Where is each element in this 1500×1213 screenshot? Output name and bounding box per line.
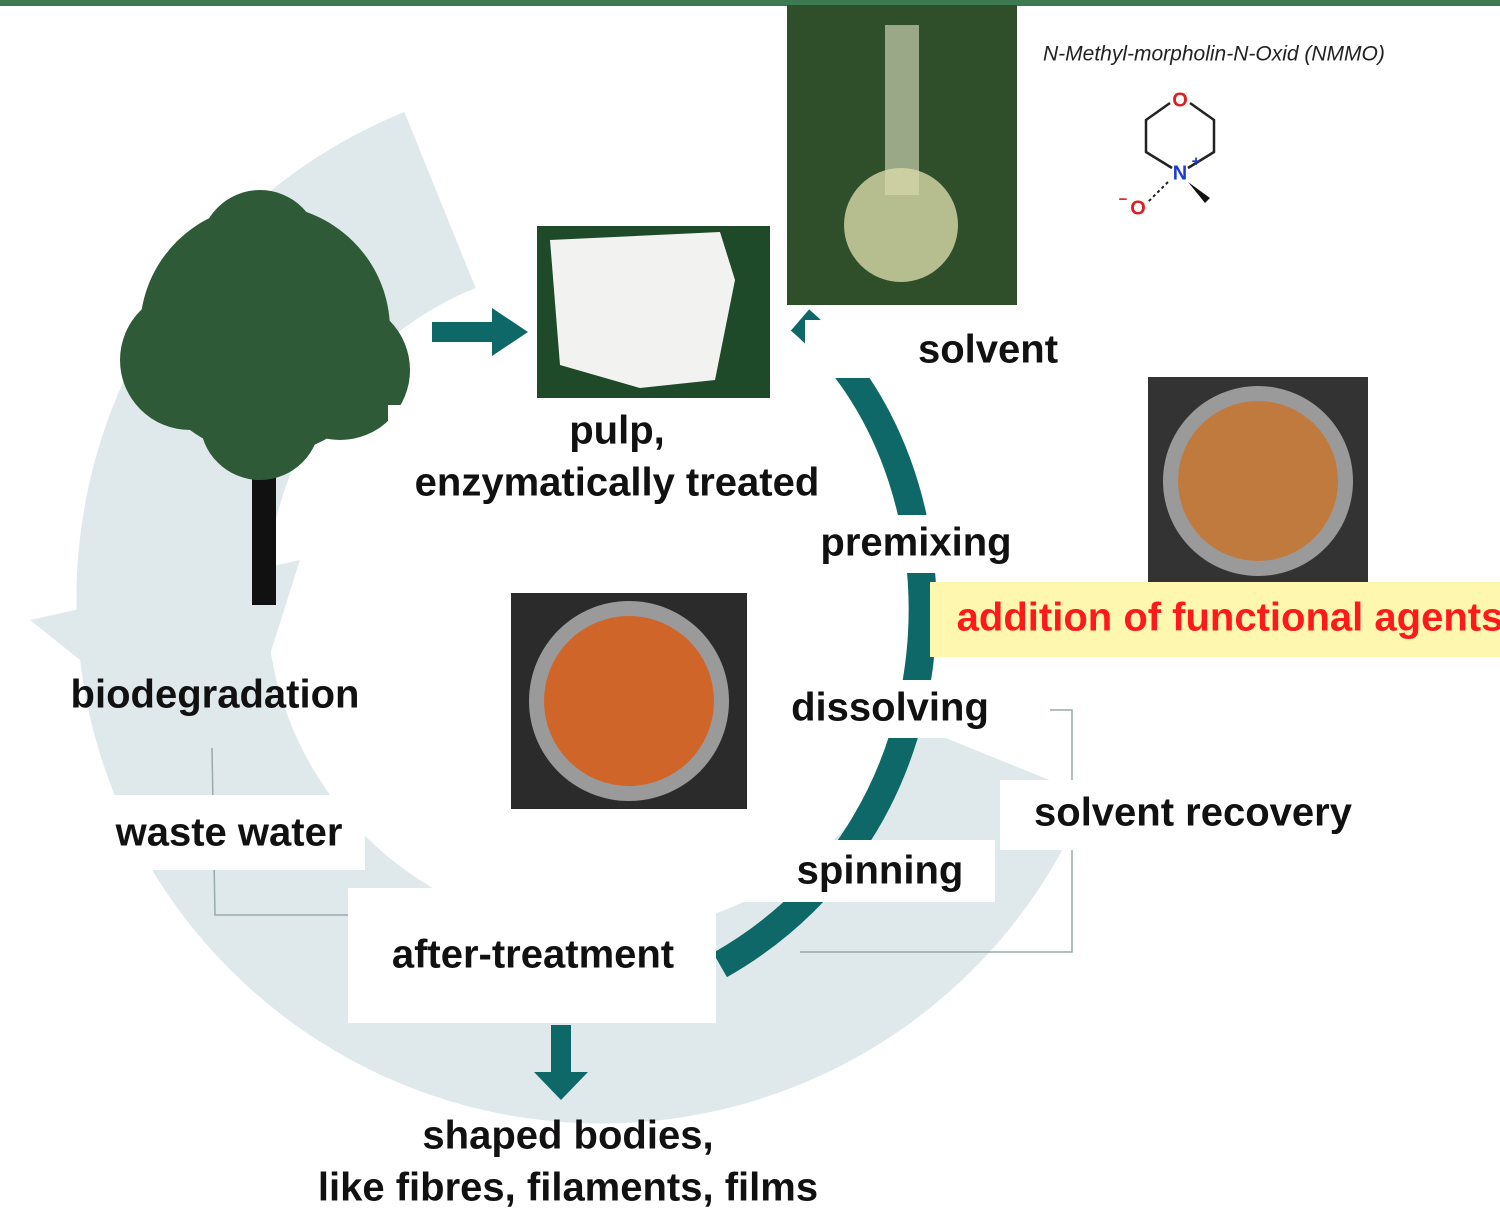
- reactor-content: [1178, 401, 1338, 561]
- node-label: shaped bodies,: [422, 1114, 713, 1158]
- arrow-shaft: [551, 1025, 571, 1077]
- flask-bulb: [844, 168, 958, 282]
- node-label: addition of functional agents: [957, 596, 1500, 640]
- arrow-head: [492, 308, 528, 356]
- bond: [1188, 182, 1210, 203]
- flask-neck: [885, 25, 919, 195]
- top-bar: [0, 0, 1500, 6]
- pulp-photo-cotton: [550, 232, 735, 388]
- reactor-content: [544, 616, 714, 786]
- node-label: spinning: [797, 849, 964, 893]
- bond: [1144, 101, 1173, 170]
- node-label: dissolving: [791, 686, 989, 730]
- atom: O: [1130, 197, 1146, 219]
- node-label: biodegradation: [71, 673, 360, 717]
- atom: O: [1172, 89, 1188, 111]
- node-label: waste water: [115, 811, 343, 855]
- label-backgrounds: [90, 320, 1380, 1023]
- node-label: enzymatically treated: [415, 461, 820, 505]
- charge: −: [1119, 191, 1128, 208]
- arrow-head: [534, 1072, 588, 1100]
- node-label: pulp,: [569, 409, 665, 453]
- node-label: premixing: [820, 521, 1011, 565]
- bond: [1187, 101, 1216, 170]
- chemical-name: N-Methyl-morpholin-N-Oxid (NMMO): [1043, 43, 1385, 66]
- node-label: solvent recovery: [1034, 791, 1353, 835]
- arrow-shaft: [432, 322, 494, 342]
- background-arrowhead: [30, 560, 300, 780]
- tree-crown: [120, 190, 410, 480]
- bond: [1147, 181, 1169, 203]
- highlight-box: [930, 582, 1500, 657]
- node-label: like fibres, filaments, films: [318, 1166, 818, 1210]
- node-label: solvent: [918, 328, 1058, 372]
- node-label: after-treatment: [392, 933, 674, 977]
- atom: N: [1173, 162, 1187, 184]
- charge: +: [1192, 153, 1201, 170]
